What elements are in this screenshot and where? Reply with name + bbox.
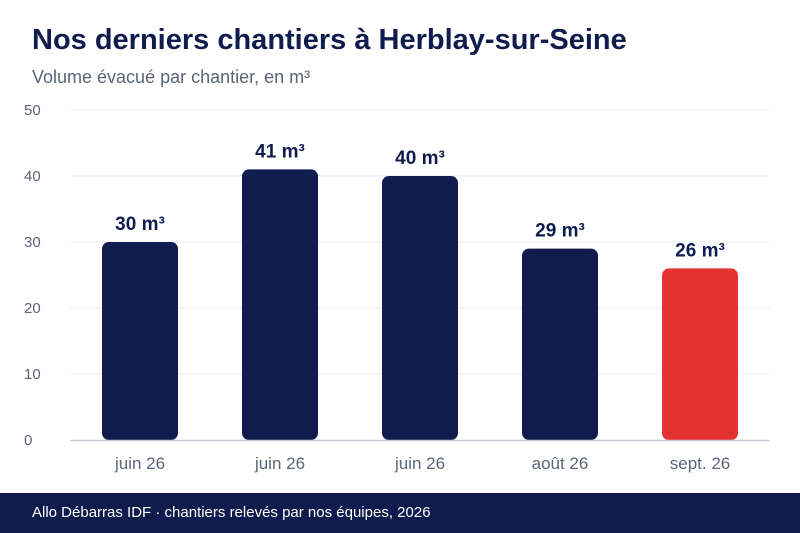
- bar: [522, 248, 598, 440]
- bar-value-label: 40 m³: [395, 148, 445, 169]
- bar: [102, 242, 178, 440]
- y-tick-label: 30: [24, 234, 41, 251]
- y-tick-label: 0: [24, 432, 32, 449]
- footer-bar: Allo Débarras IDF · chantiers relevés pa…: [0, 493, 800, 533]
- bar-chart: 0 10 20 30 40 50 30 m³ juin 26 41 m³ juin 26 40 m³…: [24, 102, 770, 473]
- y-tick-label: 50: [24, 102, 41, 119]
- bar-value-label: 29 m³: [535, 221, 585, 242]
- bar-value-label: 26 m³: [675, 240, 725, 261]
- bar-value-label: 30 m³: [115, 214, 165, 235]
- y-tick-label: 40: [24, 168, 41, 185]
- chart-title: Nos derniers chantiers à Herblay-sur-Sei…: [32, 24, 627, 56]
- bar: [662, 268, 738, 440]
- y-tick-label: 10: [24, 366, 41, 383]
- x-tick-label: juin 26: [394, 454, 445, 473]
- bar-value-label: 41 m³: [255, 141, 305, 162]
- bar: [382, 176, 458, 440]
- x-tick-label: sept. 26: [670, 454, 731, 473]
- footer-source: Allo Débarras IDF · chantiers relevés pa…: [32, 504, 431, 521]
- x-tick-label: août 26: [532, 454, 589, 473]
- y-tick-label: 20: [24, 300, 41, 317]
- x-tick-label: juin 26: [114, 454, 165, 473]
- chart-subtitle: Volume évacué par chantier, en m³: [32, 67, 311, 87]
- x-tick-label: juin 26: [254, 454, 305, 473]
- bar: [242, 169, 318, 440]
